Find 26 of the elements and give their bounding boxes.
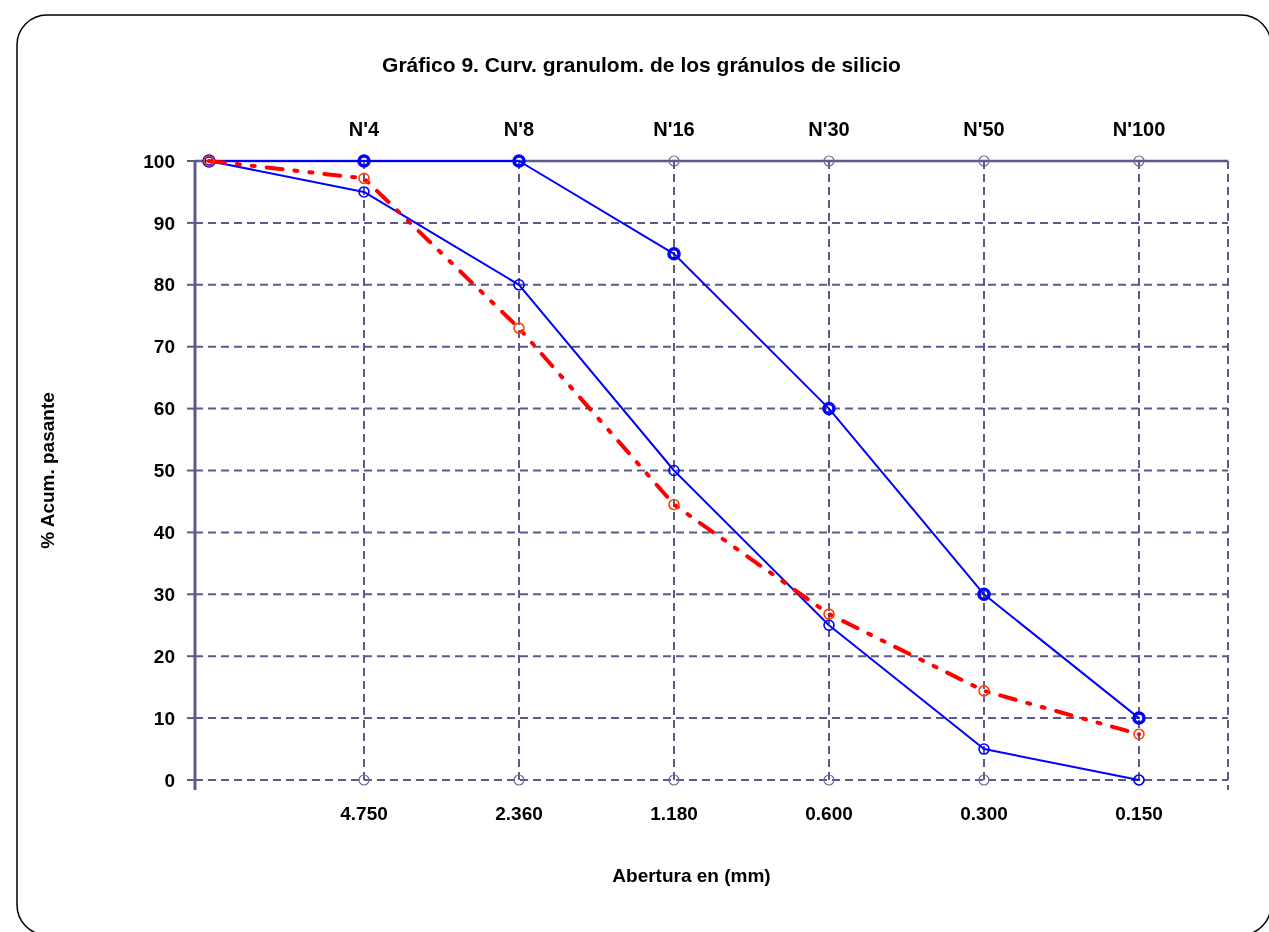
x-axis-title: Abertura en (mm) — [612, 865, 771, 886]
x-tick-label: 0.150 — [1115, 803, 1163, 824]
y-tick-label: 50 — [153, 460, 175, 482]
text: N'30 — [808, 118, 850, 140]
text: N'4 — [348, 118, 381, 140]
y-tick-label: 100 — [143, 150, 175, 172]
text: N'8 — [503, 118, 535, 140]
text: N'50 — [963, 118, 1005, 140]
y-tick-label: 30 — [153, 583, 175, 605]
y-tick-label: 60 — [153, 398, 175, 420]
y-tick-label: 20 — [153, 645, 175, 667]
x-tick-label: 0.300 — [960, 803, 1008, 824]
x-tick-label: 1.180 — [650, 803, 698, 824]
y-tick-label: 10 — [153, 707, 175, 729]
y-tick-label: 0 — [164, 769, 175, 791]
text: N'100 — [1112, 118, 1166, 140]
text: N'16 — [653, 118, 695, 140]
x-tick-label: 4.750 — [340, 803, 388, 824]
x-tick-label: 2.360 — [495, 803, 543, 824]
x-tick-label: 0.600 — [805, 803, 853, 824]
y-axis-title: % Acum. pasante — [37, 392, 58, 549]
y-tick-label: 70 — [153, 336, 175, 358]
chart-title: Gráfico 9. Curv. granulom. de los gránulos de silicio — [382, 53, 901, 76]
y-tick-label: 90 — [153, 212, 175, 234]
y-tick-label: 80 — [153, 274, 175, 296]
y-tick-label: 40 — [153, 522, 175, 544]
